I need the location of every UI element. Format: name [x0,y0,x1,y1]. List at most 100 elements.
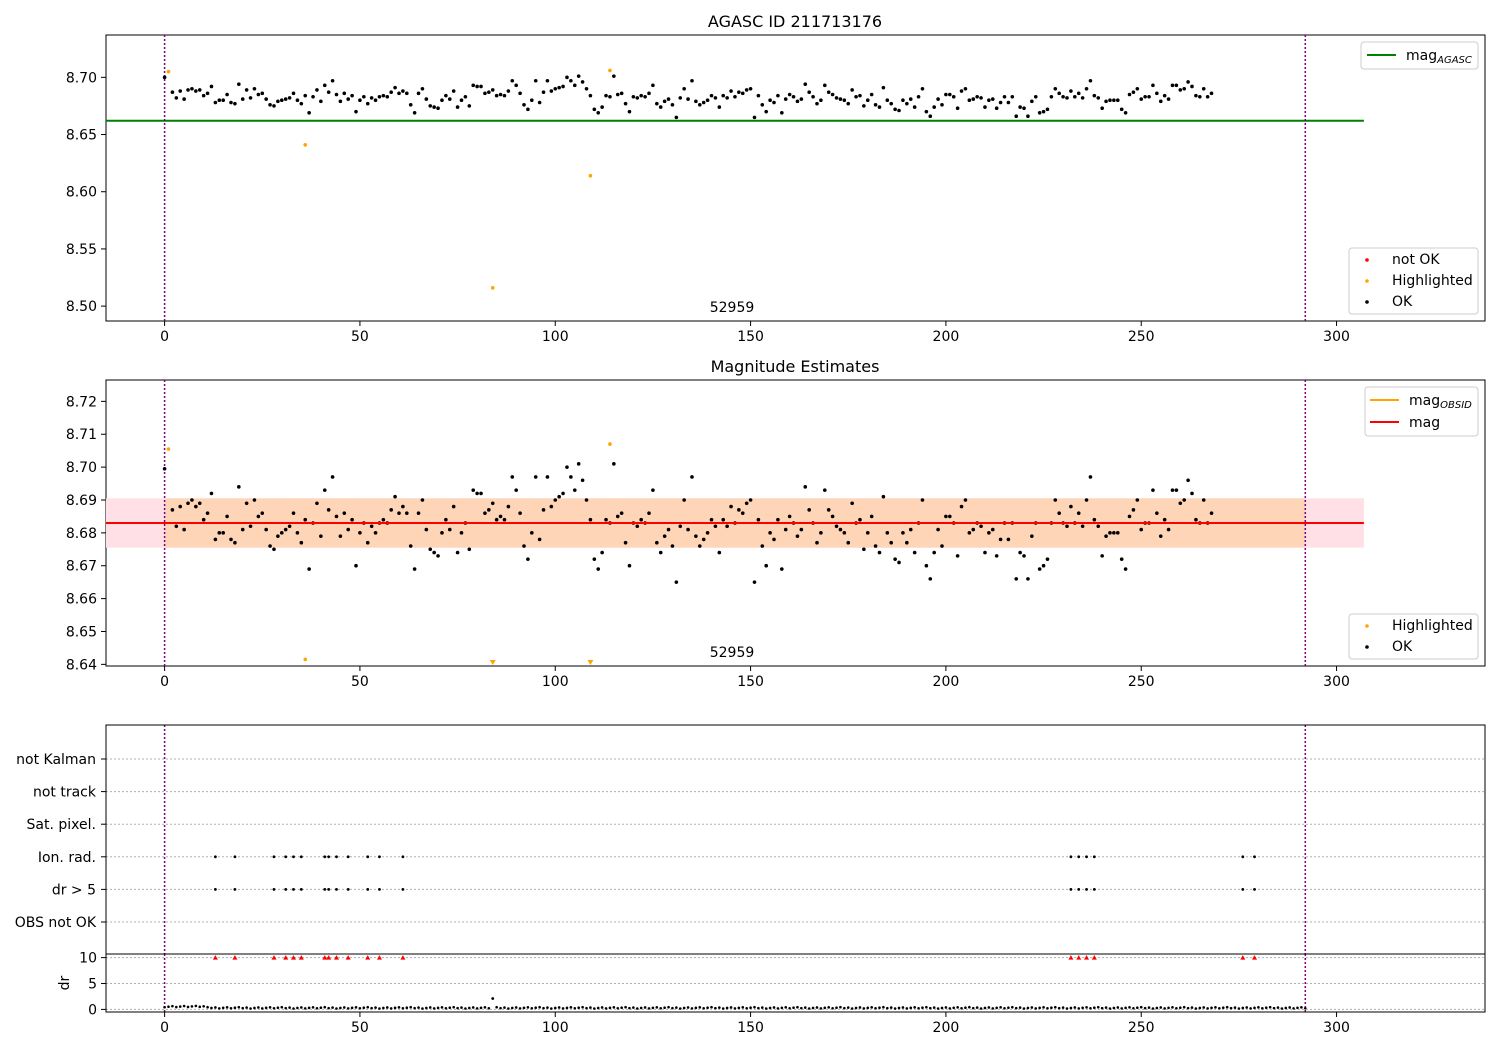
dr-point [186,1005,190,1009]
ok-point [322,488,327,492]
ok-point [1170,83,1175,88]
ok-point [174,524,179,529]
ok-point [1096,524,1101,529]
dr-point [495,1005,498,1009]
ok-point [225,92,229,97]
dr-point [1194,1007,1198,1010]
ok-point [588,517,593,522]
dr-point [296,1006,299,1010]
flag-point [233,855,237,859]
dr-point [167,1005,170,1008]
dr-point [331,1006,334,1009]
flag-point [284,855,288,859]
dr-point [190,1005,194,1008]
ok-point [752,115,757,120]
ok-point [596,567,601,571]
ok-point [963,498,968,502]
flag-point [292,855,295,859]
p2-xtick-label: 200 [933,674,960,690]
ok-point [451,89,456,93]
dr-point [253,1006,256,1010]
panel-1-title: AGASC ID 211713176 [708,12,882,31]
ok-point [834,96,839,100]
ok-point [455,105,460,109]
p2-ytick-label: 8.68 [66,526,97,542]
dr-point [249,1007,252,1010]
dr-point [643,1006,647,1009]
ok-point [811,94,815,99]
dr-point [1081,1006,1084,1010]
ok-point [655,540,659,545]
ok-point [635,524,640,529]
dr-point [1210,1006,1213,1010]
ok-point [233,101,237,106]
ok-point [416,511,421,515]
ok-point [436,554,440,558]
ok-point [1201,498,1206,502]
ok-point [264,527,268,532]
dr-point [968,1005,971,1009]
ok-point [412,567,417,571]
ok-point [815,101,819,106]
dr-point [839,1005,842,1009]
highlighted-offscale-marker [489,660,496,665]
dr-point [288,1006,291,1009]
ok-point [1045,557,1050,561]
dr-point [397,1006,401,1009]
ok-point [561,491,565,496]
ok-point [291,511,296,515]
dr-point [1268,1005,1272,1009]
ok-point [326,90,331,94]
ok-point [237,82,241,86]
dr-point [928,1006,932,1010]
dr-point [557,1006,561,1009]
ok-point [256,92,261,97]
flag-point [233,888,237,891]
ok-point [420,86,425,91]
ok-point [963,86,968,91]
ok-point [510,78,515,83]
highlighted-point [303,143,308,147]
legend-2-ok-label: OK [1392,639,1413,655]
p2-ytick-label: 8.69 [66,493,97,509]
flag-point [323,855,327,859]
ok-point [1151,488,1155,492]
dr-point [175,1005,178,1009]
ok-point [1092,517,1097,522]
ok-point [850,501,854,506]
ok-point [920,86,925,91]
dr-point [721,1007,725,1010]
dr-point [659,1006,663,1010]
flag-point [272,888,276,891]
ok-point [725,524,729,529]
ok-point [1139,97,1144,101]
flag-point [335,855,338,859]
dr-point [194,1004,198,1008]
dr-point [913,1006,916,1009]
ok-point [428,547,433,552]
ok-point [721,517,726,522]
legend-2-highlighted-label: Highlighted [1392,618,1473,634]
ok-point [205,91,210,96]
ok-point [803,485,808,489]
dr-point [1061,1006,1065,1009]
dr-point [268,1006,272,1009]
ok-point [264,97,268,101]
ok-point [1057,91,1061,96]
dr-point [206,1005,209,1009]
dr-point [389,1007,393,1010]
dr-point [803,1006,807,1009]
flag-row-label: not Kalman [16,752,96,768]
dr-point [764,1007,768,1010]
legend-mag-label: mag [1409,415,1440,431]
dr-point [944,1006,948,1009]
dr-point [604,1007,608,1010]
dr-point [1073,1006,1077,1009]
dr-point [530,1006,534,1010]
ok-point [283,97,288,101]
ok-point [393,85,397,90]
ok-point [444,93,448,98]
dr-point [710,1005,713,1009]
ok-point [807,508,811,512]
